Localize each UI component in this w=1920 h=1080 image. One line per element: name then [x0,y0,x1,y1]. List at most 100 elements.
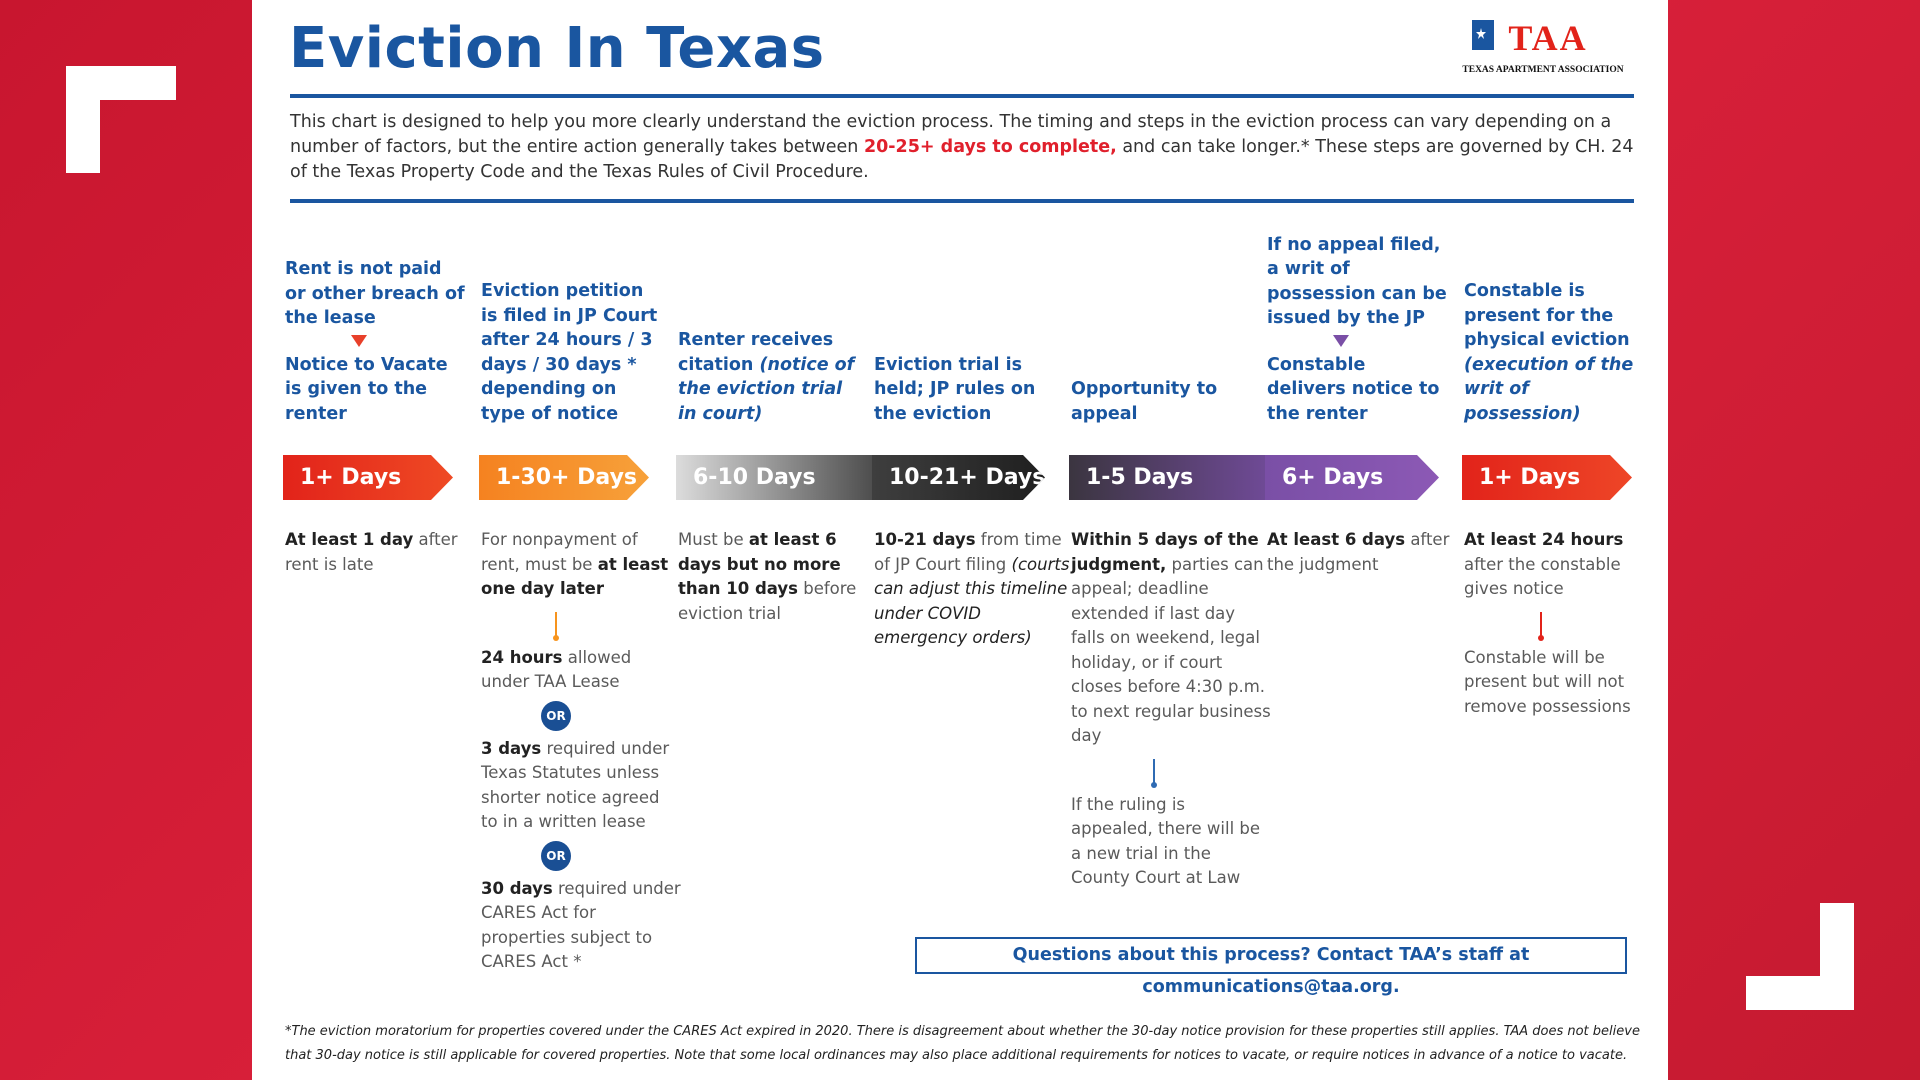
down-triangle [1333,334,1349,347]
connector [1151,758,1157,788]
intro-text: This chart is designed to help you more … [290,112,1612,157]
heading-text: Eviction trial is held; JP rules on the … [874,354,1036,424]
detail-bold: 3 days [481,738,542,758]
title: Eviction In Texas [289,16,825,81]
heading: Constable delivers notice to the renter [1267,353,1449,427]
heading-text: Notice to Vacate is given to the renter [285,354,448,424]
rule [290,94,1634,98]
detail-bold: Within 5 days of the judgment, [1071,530,1259,574]
logo-star [1476,28,1486,39]
detail-text: required under Texas Statutes unless sho… [481,738,670,832]
detail-text: required under CARES Act for properties … [481,878,681,972]
duration-arrow: 6-10 Days [676,455,874,500]
detail: For nonpayment of rent, must be at least… [481,528,681,602]
detail-bold: at least 6 days but no more than 10 days [678,530,841,598]
logo: TAA TEXAS APARTMENT ASSOCIATION [1462,18,1623,75]
step-column: If no appeal filed, a writ of possession… [1267,0,1467,1000]
duration-arrow: 1+ Days [283,455,453,500]
step-details: Must be at least 6 days but no more than… [678,528,878,626]
detail-italic: (courts can adjust this timeline under C… [874,554,1070,648]
detail-bold: At least 24 hours [1464,530,1624,549]
down-triangle [351,334,367,347]
detail: 3 days required under Texas Statutes unl… [481,737,681,835]
detail-text: after rent is late [285,530,458,574]
connector [553,611,559,641]
detail: At least 24 hours after the constable gi… [1464,528,1664,602]
heading: Eviction trial is held; JP rules on the … [874,353,1056,427]
logo-mark: TAA [1508,18,1587,58]
detail: At least 1 day after rent is late [285,528,485,577]
duration-arrow: 1-5 Days [1069,455,1267,500]
intro-highlight: 20-25+ days to complete, [863,137,1117,157]
heading-text: Renter receives citation [678,330,834,375]
step-heading: Opportunity to appeal [1071,377,1253,426]
detail-text: Must be [678,530,749,549]
detail-text: from time of JP Court filing [874,530,1062,574]
heading-italic: (notice of the eviction trial in court) [678,354,855,424]
step-column: Renter receives citation (notice of the … [676,0,878,1000]
detail-text: after the judgment [1267,530,1450,574]
detail-bold: 10-21 days [874,530,976,549]
detail: Constable will be present but will not r… [1464,646,1664,720]
detail-bold: 30 days [481,878,553,898]
step-details: 10-21 days from time of JP Court filing … [874,528,1074,651]
corner-bracket [66,66,100,173]
step-column: Opportunity to appeal 1-5 Days Within 5 da… [1069,0,1271,1000]
heading: Rent is not paid or other breach of the … [285,257,467,331]
step-column: Eviction trial is held; JP rules on the … [874,0,1074,1000]
or-badge: OR [541,840,571,871]
heading: Renter receives citation (notice of the … [678,328,860,426]
step-details: At least 6 days after the judgment [1267,528,1467,577]
step-details: For nonpayment of rent, must be at least… [481,528,681,975]
detail: At least 6 days after the judgment [1267,528,1467,577]
heading: Opportunity to appeal [1071,377,1253,426]
footnote: *The eviction moratorium for properties … [285,1024,1640,1063]
step-heading: Eviction petition is filed in JP Court a… [481,279,663,426]
detail: Must be at least 6 days but no more than… [678,528,878,626]
heading-text: Constable is present for the physical ev… [1464,281,1630,350]
logo-text: TEXAS APARTMENT ASSOCIATION [1462,65,1623,75]
step-column: Eviction petition is filed in JP Court a… [481,0,681,1000]
step-heading: Renter receives citation (notice of the … [678,328,860,426]
detail-bold: 24 hours [481,647,563,667]
heading: Notice to Vacate is given to the renter [285,353,467,427]
heading: Constable is present for the physical ev… [1464,279,1646,426]
detail: 30 days required under CARES Act for pro… [481,877,681,975]
step-column: Rent is not paid or other breach of the … [285,0,485,1000]
contact-box: Questions about this process? Contact TA… [915,937,1627,997]
detail-bold: At least 1 day [285,530,414,549]
step-heading: If no appeal filed, a writ of possession… [1267,233,1449,427]
heading: If no appeal filed, a writ of possession… [1267,233,1449,331]
step-details: Within 5 days of the judgment, parties c… [1071,528,1271,891]
heading-text: Eviction petition is filed in JP Court a… [481,281,658,424]
step-details: At least 1 day after rent is late [285,528,485,577]
step-column: Constable is present for the physical ev… [1464,0,1664,1000]
detail-text: For nonpayment of rent, must be [481,530,638,574]
heading-text: Constable delivers notice to the renter [1267,354,1440,424]
heading: Eviction petition is filed in JP Court a… [481,279,663,426]
rule [290,199,1634,203]
heading-text: If no appeal filed, a writ of possession… [1267,234,1447,329]
detail-text: Constable will be present but will not r… [1464,647,1631,716]
detail-bold: at least one day later [481,554,669,599]
intro-text: and can take longer.* These steps are go… [290,137,1634,182]
detail-text: after the constable gives notice [1464,554,1621,599]
detail-text: If the ruling is appealed, there will be… [1071,794,1261,888]
heading-italic: (execution of the writ of possession) [1464,354,1634,424]
detail-bold: At least 6 days [1267,530,1406,549]
duration-arrow: 10-21+ Days [872,455,1045,500]
step-heading: Constable is present for the physical ev… [1464,279,1646,426]
duration-arrow: 6+ Days [1265,455,1439,500]
detail-text: allowed under TAA Lease [481,647,632,692]
detail: 10-21 days from time of JP Court filing … [874,528,1074,651]
connector [1538,611,1544,641]
intro: This chart is designed to help you more … [290,110,1640,185]
heading-text: Rent is not paid or other breach of the … [285,259,465,328]
corner-bracket [1820,903,1854,1010]
step-details: At least 24 hours after the constable gi… [1464,528,1664,719]
step-heading: Eviction trial is held; JP rules on the … [874,353,1056,427]
detail-text: parties can appeal; deadline extended if… [1071,554,1271,746]
or-badge: OR [541,700,571,731]
detail: 24 hours allowed under TAA Lease [481,646,681,695]
